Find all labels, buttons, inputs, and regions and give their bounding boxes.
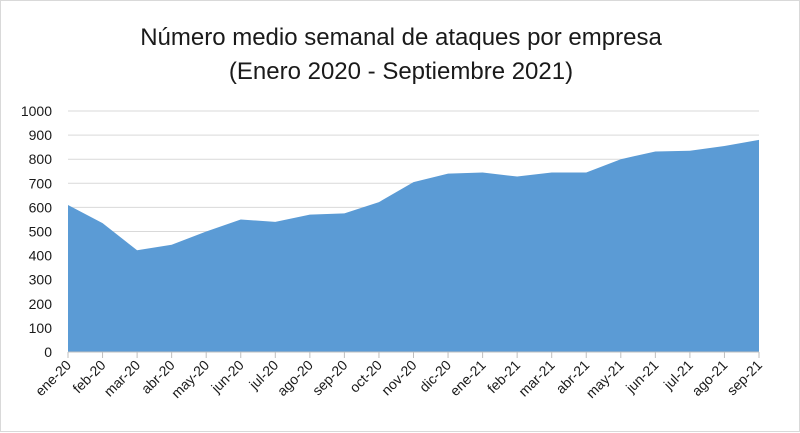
y-tick-label: 300: [29, 272, 53, 288]
y-tick-label: 200: [29, 296, 53, 312]
y-tick-label: 400: [29, 248, 53, 264]
y-tick-label: 700: [29, 175, 53, 191]
chart-subtitle: (Enero 2020 - Septiembre 2021): [229, 58, 573, 85]
axes: [68, 352, 759, 358]
x-tick-label: ago-20: [274, 357, 316, 399]
x-tick-label: jun-21: [622, 357, 662, 397]
y-tick-label: 100: [29, 320, 53, 336]
x-tick-label: mar-20: [101, 357, 144, 400]
area-fill: [68, 140, 759, 352]
x-tick-label: may-20: [168, 357, 212, 401]
area-series: [68, 140, 759, 352]
x-tick-label: ene-20: [32, 357, 74, 399]
x-tick-label: ago-21: [688, 357, 730, 399]
x-tick-label: jun-20: [207, 357, 247, 397]
x-tick-label: ene-21: [447, 357, 489, 399]
x-tick-label: mar-21: [515, 357, 558, 400]
y-tick-label: 0: [44, 344, 52, 360]
chart-title: Número medio semanal de ataques por empr…: [140, 24, 662, 51]
y-tick-label: 600: [29, 199, 53, 215]
y-axis-ticks: 0 100 200 300 400 500 600 700 800 900 1000: [21, 103, 52, 360]
x-tick-label: nov-20: [378, 357, 420, 399]
y-tick-label: 900: [29, 127, 53, 143]
y-tick-label: 500: [29, 224, 53, 240]
x-tick-label: sep-20: [309, 357, 351, 399]
y-tick-label: 800: [29, 151, 53, 167]
y-tick-label: 1000: [21, 103, 52, 119]
x-tick-label: sep-21: [724, 357, 766, 399]
x-tick-label: may-21: [583, 357, 627, 401]
